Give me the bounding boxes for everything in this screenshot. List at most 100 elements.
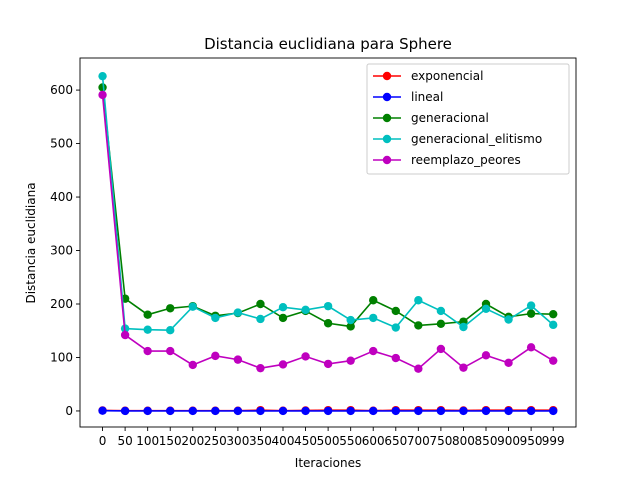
legend-box <box>366 63 570 175</box>
data-point-generacional-950 <box>526 309 536 318</box>
y-tick-label-300: 300 <box>50 244 73 258</box>
plot-area <box>98 71 558 416</box>
data-point-generacional-400 <box>278 313 288 323</box>
data-point-reemplazo_peores-100 <box>143 346 152 356</box>
y-axis-label: Distancia euclidiana <box>24 182 38 303</box>
data-point-generacional_elitismo-0 <box>98 71 107 81</box>
y-tick-label-0: 0 <box>65 404 73 418</box>
data-point-generacional_elitismo-950 <box>526 301 536 310</box>
data-point-generacional-100 <box>143 310 152 319</box>
data-point-lineal-900 <box>504 406 513 416</box>
data-point-generacional-500 <box>323 319 333 328</box>
x-tick-label-150: 150 <box>159 434 182 448</box>
data-point-generacional_elitismo-700 <box>414 296 423 305</box>
y-tick-label-600: 600 <box>50 83 73 97</box>
legend-label-generacional_elitismo: generacional_elitismo <box>411 132 542 146</box>
data-point-generacional_elitismo-500 <box>323 301 333 311</box>
legend-marker-reemplazo_peores <box>382 155 392 165</box>
legend-marker-exponencial <box>382 71 392 81</box>
data-point-reemplazo_peores-450 <box>301 352 310 361</box>
data-point-generacional_elitismo-450 <box>301 305 310 315</box>
y-tick-label-200: 200 <box>50 297 73 311</box>
data-point-reemplazo_peores-550 <box>346 356 355 365</box>
data-point-generacional-999 <box>549 309 558 319</box>
data-point-lineal-550 <box>346 406 355 416</box>
x-tick-label-250: 250 <box>204 434 227 448</box>
data-point-reemplazo_peores-400 <box>278 360 288 369</box>
data-point-reemplazo_peores-650 <box>391 353 400 363</box>
x-tick-label-750: 750 <box>429 434 452 448</box>
data-point-generacional_elitismo-350 <box>256 314 265 324</box>
data-point-generacional_elitismo-850 <box>481 304 491 314</box>
x-tick-label-550: 550 <box>339 434 362 448</box>
data-point-reemplazo_peores-300 <box>233 355 243 364</box>
data-point-lineal-750 <box>436 406 446 416</box>
x-tick-label-450: 450 <box>294 434 317 448</box>
data-point-lineal-650 <box>391 406 400 416</box>
data-point-lineal-100 <box>143 406 152 416</box>
data-point-lineal-400 <box>278 406 288 416</box>
x-tick-label-500: 500 <box>317 434 340 448</box>
data-point-generacional_elitismo-900 <box>504 315 513 324</box>
data-point-lineal-850 <box>481 406 491 416</box>
y-tick-label-100: 100 <box>50 350 73 364</box>
legend-label-generacional: generacional <box>411 111 489 125</box>
x-tick-label-700: 700 <box>407 434 430 448</box>
data-point-lineal-0 <box>98 406 107 415</box>
x-tick-label-200: 200 <box>181 434 204 448</box>
y-tick-label-400: 400 <box>50 190 73 204</box>
x-tick-label-950: 950 <box>520 434 543 448</box>
data-point-generacional_elitismo-999 <box>549 320 558 330</box>
x-tick-label-300: 300 <box>226 434 249 448</box>
data-point-generacional-0 <box>98 83 107 92</box>
data-point-reemplazo_peores-700 <box>414 364 423 373</box>
data-point-generacional_elitismo-300 <box>233 308 243 317</box>
data-point-lineal-300 <box>233 406 243 416</box>
data-point-generacional-750 <box>436 319 446 328</box>
y-tick-label-500: 500 <box>50 137 73 151</box>
data-point-lineal-950 <box>526 406 536 416</box>
x-tick-label-50: 50 <box>117 434 132 448</box>
data-point-generacional_elitismo-250 <box>211 313 220 323</box>
data-point-lineal-250 <box>211 406 220 416</box>
data-point-lineal-500 <box>323 406 333 416</box>
data-point-lineal-50 <box>120 406 130 416</box>
data-point-generacional_elitismo-100 <box>143 325 152 334</box>
data-point-lineal-200 <box>188 406 197 416</box>
legend-marker-lineal <box>382 92 392 102</box>
x-tick-label-850: 850 <box>475 434 498 448</box>
data-point-reemplazo_peores-999 <box>549 356 558 365</box>
x-tick-label-800: 800 <box>452 434 475 448</box>
data-point-generacional_elitismo-550 <box>346 315 355 325</box>
x-tick-label-600: 600 <box>362 434 385 448</box>
data-point-reemplazo_peores-850 <box>481 351 491 360</box>
data-point-lineal-150 <box>166 406 175 416</box>
data-point-lineal-450 <box>301 406 310 416</box>
data-point-lineal-700 <box>414 406 423 416</box>
legend-label-exponencial: exponencial <box>411 69 483 83</box>
legend-label-reemplazo_peores: reemplazo_peores <box>411 153 521 167</box>
data-point-lineal-600 <box>369 406 378 416</box>
data-point-generacional-700 <box>414 321 423 330</box>
data-point-reemplazo_peores-500 <box>323 359 333 369</box>
x-axis-label: Iteraciones <box>295 456 361 470</box>
x-tick-label-350: 350 <box>249 434 272 448</box>
x-tick-label-650: 650 <box>384 434 407 448</box>
axes: 0 50 100 150 200 250 300 350 400 450 500 550 600 650 7… <box>50 57 577 448</box>
data-point-generacional-550 <box>346 322 355 331</box>
data-point-generacional-650 <box>391 306 400 316</box>
data-point-reemplazo_peores-50 <box>120 330 130 340</box>
data-point-reemplazo_peores-350 <box>256 363 265 373</box>
data-point-generacional_elitismo-150 <box>166 326 175 335</box>
legend-marker-generacional_elitismo <box>382 134 392 144</box>
data-point-reemplazo_peores-800 <box>459 363 468 372</box>
data-point-reemplazo_peores-950 <box>526 343 536 352</box>
x-tick-label-900: 900 <box>497 434 520 448</box>
data-point-generacional_elitismo-400 <box>278 303 288 312</box>
legend-label-lineal: lineal <box>411 90 443 104</box>
data-point-generacional-350 <box>256 299 265 309</box>
x-tick-label-0: 0 <box>99 434 107 448</box>
data-point-lineal-350 <box>256 406 265 416</box>
data-point-reemplazo_peores-600 <box>369 346 378 356</box>
